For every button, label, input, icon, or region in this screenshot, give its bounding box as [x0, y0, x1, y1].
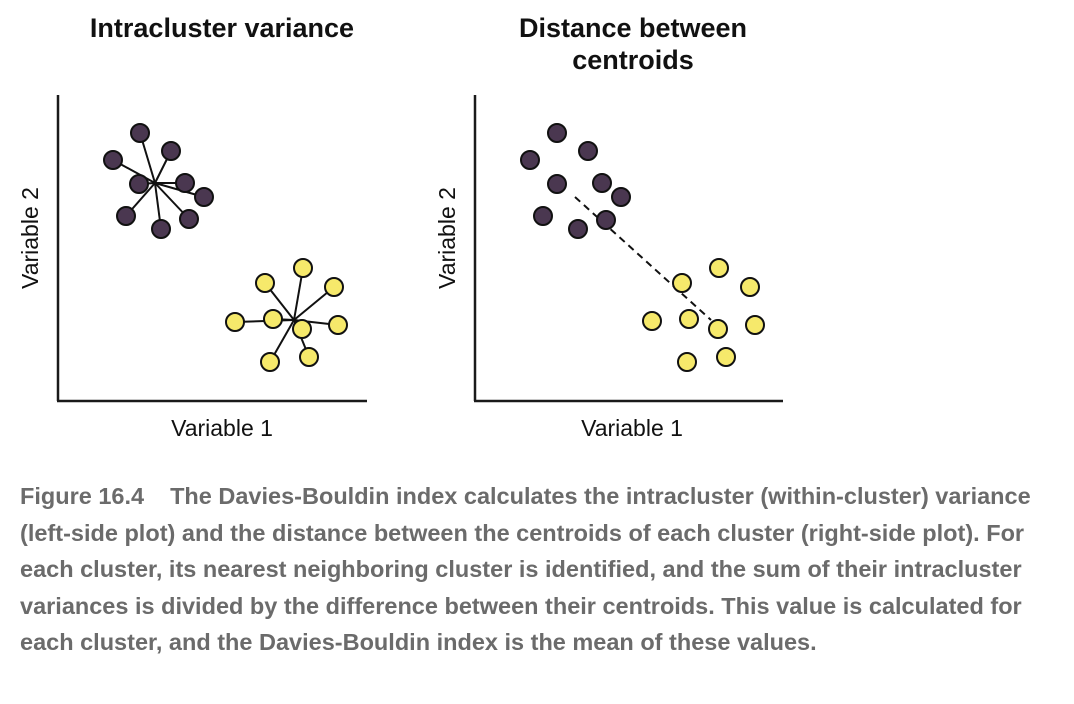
centroid-distance-line — [574, 196, 712, 321]
purple-cluster-point — [151, 219, 171, 239]
yellow-cluster-point — [740, 277, 760, 297]
right-cluster-points — [520, 123, 765, 372]
purple-cluster-point — [568, 219, 588, 239]
purple-cluster-point — [179, 209, 199, 229]
yellow-cluster-point — [745, 315, 765, 335]
yellow-cluster-point — [299, 347, 319, 367]
left-panel-title: Intracluster variance — [90, 13, 354, 43]
yellow-cluster-point — [709, 258, 729, 278]
left-y-axis-label: Variable 2 — [17, 187, 43, 289]
yellow-cluster-point — [255, 273, 275, 293]
yellow-cluster-point — [260, 352, 280, 372]
purple-cluster-point — [596, 210, 616, 230]
purple-cluster-point — [578, 141, 598, 161]
purple-cluster-point — [547, 123, 567, 143]
purple-cluster-point — [611, 187, 631, 207]
yellow-cluster-point — [328, 315, 348, 335]
purple-cluster-point — [547, 174, 567, 194]
right-x-axis-label: Variable 1 — [581, 415, 683, 441]
purple-cluster-point — [533, 206, 553, 226]
right-panel: Distance between centroids Variable 1 Va… — [434, 13, 783, 441]
left-x-axis-label: Variable 1 — [171, 415, 273, 441]
purple-cluster-point — [129, 174, 149, 194]
yellow-cluster-point — [263, 309, 283, 329]
figure-caption: Figure 16.4 The Davies-Bouldin index calc… — [20, 478, 1060, 661]
yellow-cluster-point — [677, 352, 697, 372]
right-panel-title-line2: centroids — [572, 45, 694, 75]
purple-cluster-point — [592, 173, 612, 193]
purple-cluster-point — [161, 141, 181, 161]
left-panel: Intracluster variance Variable 1 Variabl… — [17, 13, 367, 441]
purple-cluster-point — [130, 123, 150, 143]
purple-cluster-point — [194, 187, 214, 207]
yellow-cluster-point — [642, 311, 662, 331]
purple-cluster-point — [175, 173, 195, 193]
purple-cluster-point — [103, 150, 123, 170]
yellow-cluster-point — [292, 319, 312, 339]
right-panel-title-line1: Distance between — [519, 13, 747, 43]
yellow-cluster-point — [672, 273, 692, 293]
yellow-cluster-point — [716, 347, 736, 367]
left-cluster-points — [103, 123, 348, 372]
purple-cluster-point — [520, 150, 540, 170]
yellow-cluster-point — [293, 258, 313, 278]
yellow-cluster-point — [679, 309, 699, 329]
yellow-cluster-point — [708, 319, 728, 339]
caption-text: The Davies-Bouldin index calculates the … — [20, 483, 1031, 655]
figure-number: Figure 16.4 — [20, 483, 145, 509]
yellow-cluster-point — [324, 277, 344, 297]
purple-cluster-point — [116, 206, 136, 226]
right-y-axis-label: Variable 2 — [434, 187, 460, 289]
yellow-cluster-point — [225, 312, 245, 332]
